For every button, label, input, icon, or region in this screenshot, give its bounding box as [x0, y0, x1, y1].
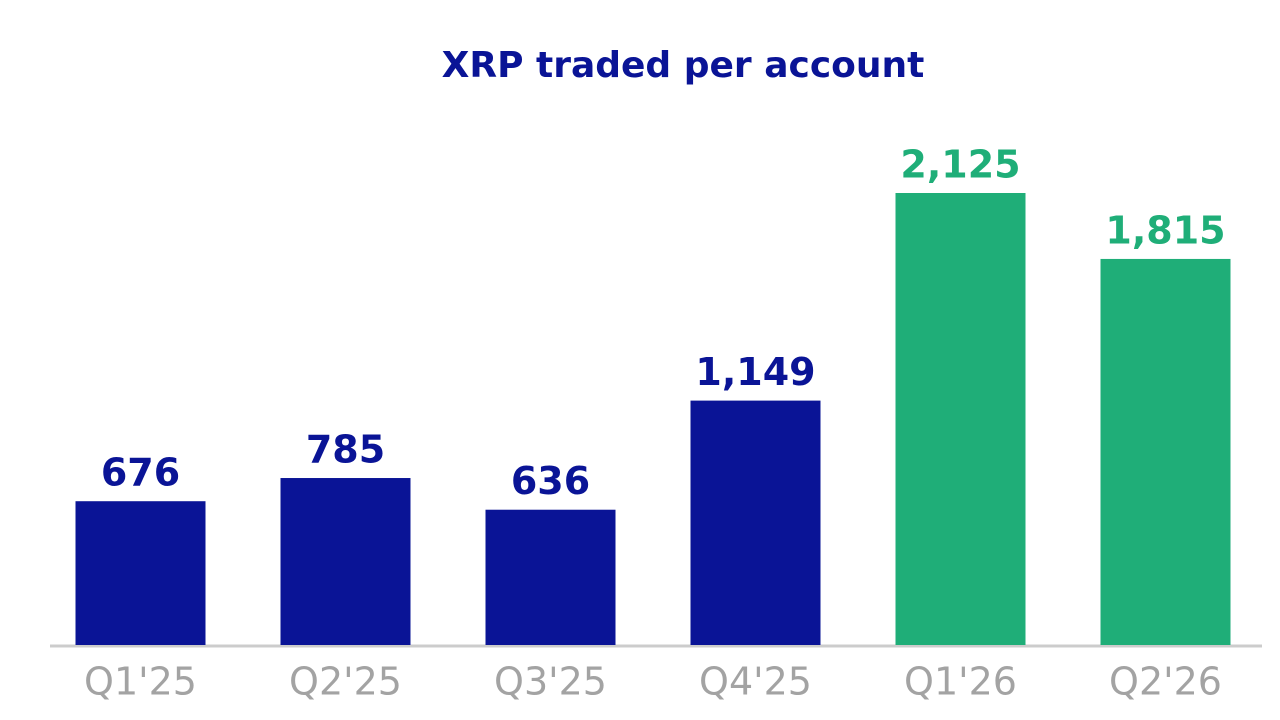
x-tick-label: Q2'26	[1109, 660, 1222, 704]
x-tick-label: Q4'25	[699, 660, 812, 704]
bar	[690, 400, 821, 645]
x-tick-label: Q2'25	[289, 660, 402, 704]
x-tick-label: Q1'26	[904, 660, 1017, 704]
bar	[895, 193, 1026, 645]
bar	[75, 501, 206, 645]
value-label: 2,125	[900, 143, 1020, 187]
bar	[485, 509, 616, 645]
value-label: 636	[511, 459, 590, 503]
value-label: 676	[101, 451, 180, 495]
bar	[1100, 258, 1231, 645]
x-tick-label: Q3'25	[494, 660, 607, 704]
value-label: 785	[306, 428, 385, 472]
value-label: 1,149	[695, 350, 815, 394]
chart-title: XRP traded per account	[442, 45, 925, 86]
bar	[280, 478, 411, 645]
value-label: 1,815	[1105, 208, 1225, 252]
x-tick-label: Q1'25	[84, 660, 197, 704]
